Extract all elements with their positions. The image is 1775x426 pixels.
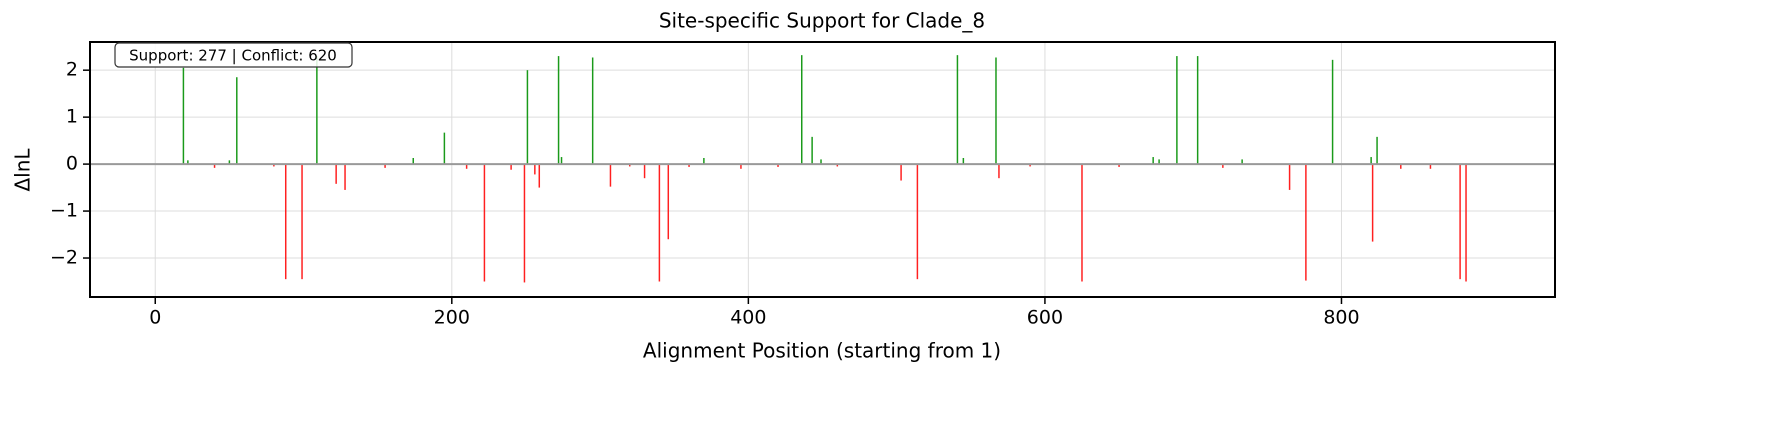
- bar: [384, 164, 386, 168]
- bar: [1081, 164, 1083, 282]
- bar: [995, 57, 997, 165]
- bar: [1152, 157, 1154, 165]
- bar: [182, 67, 185, 165]
- annotation: Support: 277 | Conflict: 620: [129, 47, 337, 65]
- annotation-box: [114, 42, 353, 68]
- bar: [800, 55, 803, 165]
- bar: [1305, 164, 1307, 281]
- bar: [557, 56, 560, 165]
- bar: [187, 160, 189, 165]
- bar: [658, 164, 661, 282]
- bar: [1118, 164, 1120, 167]
- x-axis-label: Alignment Position (starting from 1): [643, 339, 1001, 363]
- bar: [1288, 164, 1291, 190]
- bar: [483, 164, 486, 282]
- bar: [688, 164, 690, 167]
- chart-title: Site-specific Support for Clade_8: [659, 9, 985, 33]
- bar: [1029, 164, 1031, 167]
- bar: [538, 164, 541, 188]
- bar: [998, 164, 1000, 179]
- y-axis-label: ΔlnL: [11, 148, 35, 192]
- bar: [1222, 164, 1224, 168]
- x-tick-label: 800: [1323, 307, 1359, 329]
- y-tick-label: −2: [50, 247, 78, 269]
- bar: [1376, 136, 1378, 165]
- bar: [228, 160, 231, 165]
- bar: [344, 164, 346, 190]
- bar: [273, 164, 275, 167]
- bar: [1176, 56, 1178, 165]
- bar: [962, 157, 965, 165]
- bar: [628, 164, 631, 167]
- bar: [1158, 159, 1160, 165]
- bar: [1331, 59, 1334, 165]
- bar: [301, 164, 303, 280]
- bar: [740, 164, 742, 169]
- bar: [1370, 157, 1372, 165]
- bar: [609, 164, 612, 187]
- bar: [836, 164, 839, 167]
- bar: [777, 164, 779, 167]
- bar: [956, 55, 959, 165]
- bar: [1196, 56, 1199, 165]
- x-tick-label: 0: [149, 307, 161, 329]
- bar: [526, 70, 529, 165]
- bar: [811, 136, 813, 165]
- bar: [1429, 164, 1432, 169]
- bar: [916, 164, 919, 280]
- bar: [510, 164, 512, 170]
- bar: [591, 57, 594, 165]
- bar: [643, 164, 646, 179]
- x-tick-label: 200: [434, 307, 470, 329]
- bar: [900, 164, 902, 181]
- bar: [1459, 164, 1461, 280]
- bar: [316, 56, 318, 165]
- bar: [1465, 164, 1467, 282]
- y-tick-label: 1: [66, 106, 78, 128]
- bar: [523, 164, 526, 283]
- y-tick-label: 0: [66, 153, 78, 175]
- bar: [236, 77, 238, 165]
- bar: [465, 164, 468, 169]
- bar: [1400, 164, 1402, 169]
- bar: [560, 157, 563, 165]
- x-tick-label: 600: [1027, 307, 1063, 329]
- bar: [667, 164, 670, 240]
- y-tick-label: −1: [50, 200, 78, 222]
- bar: [335, 164, 337, 184]
- bar: [1241, 159, 1243, 165]
- plot-frame: [89, 41, 1556, 298]
- bar: [213, 164, 216, 168]
- bar: [703, 157, 705, 165]
- bar: [1371, 164, 1374, 242]
- bar: [284, 164, 287, 280]
- bar: [820, 159, 822, 165]
- bar: [534, 164, 536, 175]
- bar: [412, 157, 414, 165]
- y-tick-label: 2: [66, 59, 78, 81]
- x-tick-label: 400: [730, 307, 766, 329]
- bar: [443, 132, 446, 165]
